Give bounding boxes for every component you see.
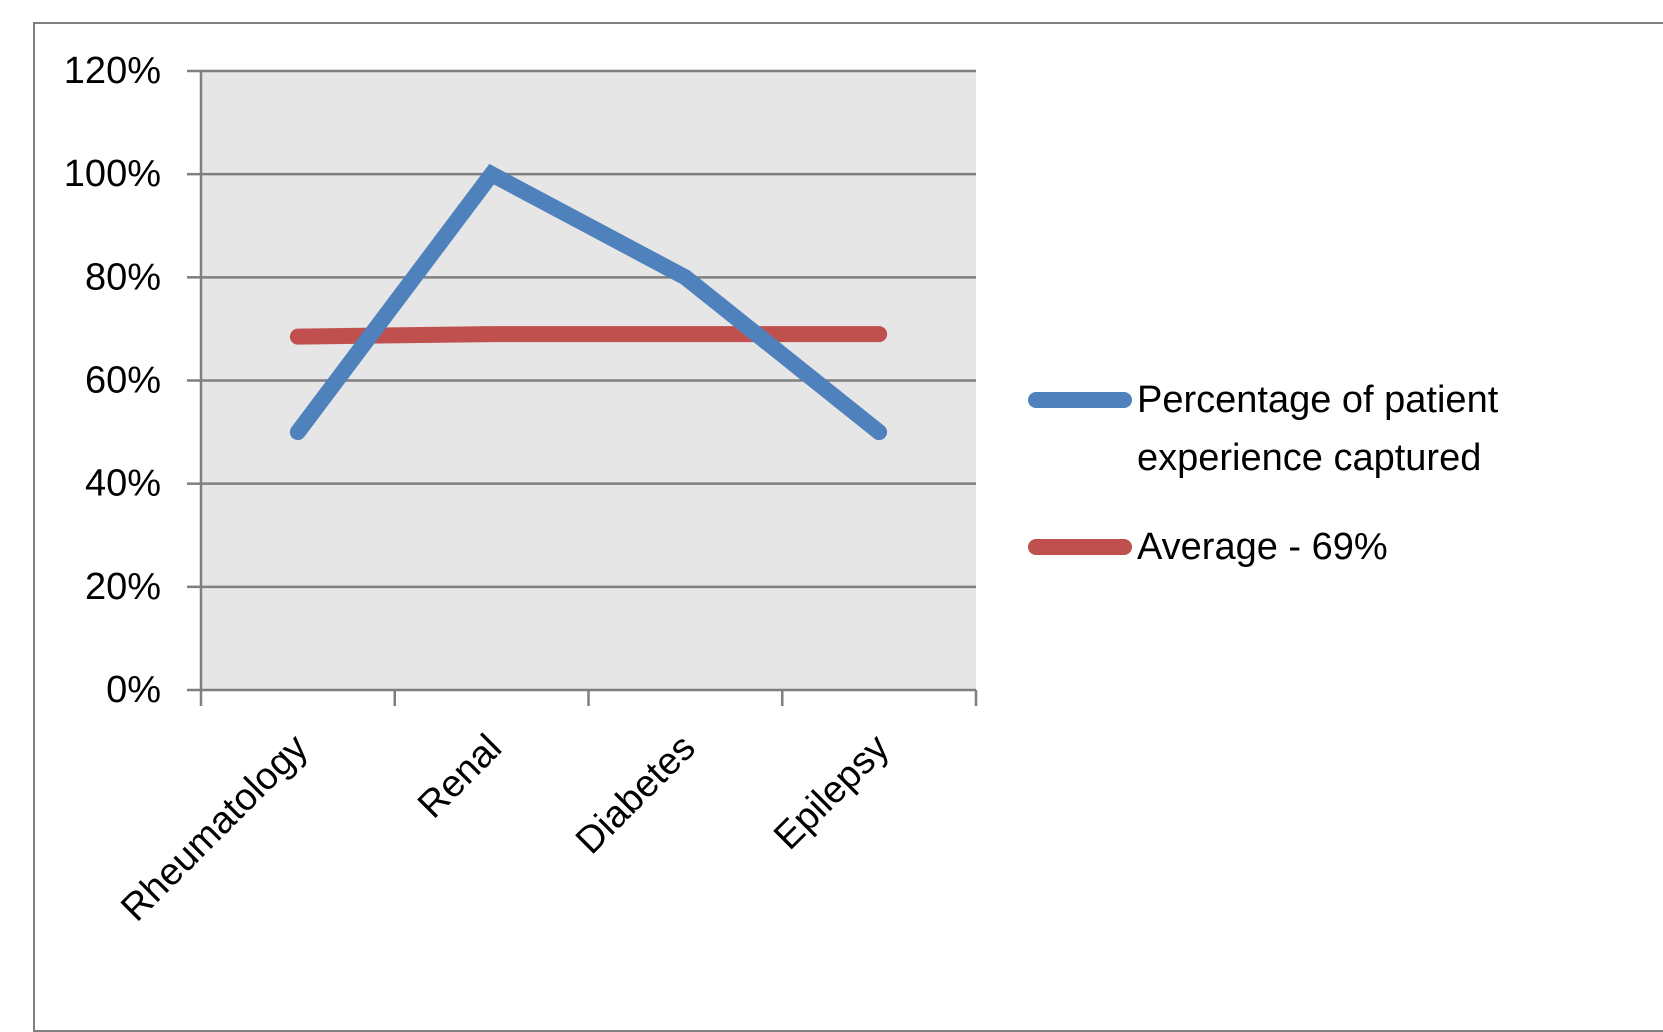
data-point: [297, 336, 299, 338]
x-axis: Rheumatology Renal Diabetes Epilepsy: [113, 688, 978, 930]
gridlines: [201, 69, 976, 589]
x-tick-label: Epilepsy: [766, 727, 897, 858]
series-layer: [289, 163, 888, 441]
data-point: [878, 431, 880, 433]
legend-item: Average - 69%: [1028, 526, 1388, 568]
y-tick-label: 120%: [64, 50, 161, 92]
x-tick-label: Diabetes: [568, 727, 704, 863]
series-2: [289, 326, 888, 345]
x-tick-label: Rheumatology: [113, 727, 316, 930]
y-tick-label: 40%: [85, 463, 161, 505]
y-tick-label: 80%: [85, 256, 161, 298]
data-point: [684, 333, 686, 335]
data-point: [491, 173, 493, 175]
data-point: [684, 276, 686, 278]
series-1: [289, 163, 888, 441]
series-line: [289, 163, 888, 441]
legend: Percentage of patient experience captured…: [1028, 379, 1499, 568]
data-point: [878, 333, 880, 335]
legend-label: Average - 69%: [1137, 526, 1388, 568]
legend-label: Percentage of patient: [1137, 379, 1499, 421]
y-tick-label: 0%: [106, 669, 161, 711]
x-tick-label: Renal: [410, 727, 510, 827]
legend-item: Percentage of patient experience captured: [1028, 379, 1499, 479]
legend-label: experience captured: [1137, 437, 1481, 479]
y-axis: 0% 20% 40% 60% 80% 100% 120%: [64, 50, 203, 711]
data-point: [491, 333, 493, 335]
y-tick-label: 20%: [85, 566, 161, 608]
data-point: [297, 431, 299, 433]
y-tick-label: 100%: [64, 153, 161, 195]
y-tick-label: 60%: [85, 360, 161, 402]
series-line: [289, 326, 888, 345]
